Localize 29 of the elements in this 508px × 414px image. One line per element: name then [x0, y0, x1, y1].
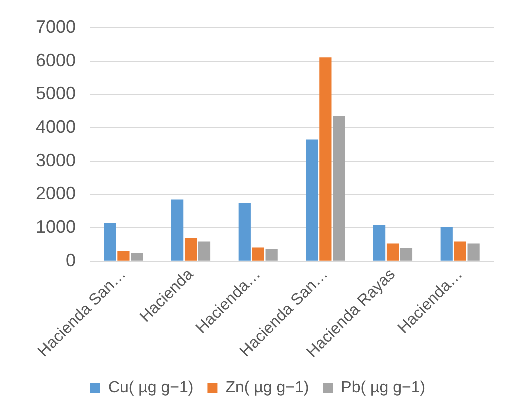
bar: [306, 140, 318, 261]
bar: [238, 203, 251, 261]
bar: [118, 251, 130, 261]
y-tick-label: 3000: [36, 150, 76, 170]
y-tick-label: 6000: [36, 50, 76, 70]
y-tick-label: 0: [66, 250, 76, 270]
bar: [184, 238, 198, 261]
legend-label: Pb( µg g−1): [341, 379, 426, 396]
y-tick-label: 2000: [36, 184, 76, 204]
legend-label: Zn( µg g−1): [226, 379, 310, 396]
bar: [266, 249, 278, 261]
bar: [198, 242, 211, 261]
legend-label: Cu( µg g−1): [108, 379, 194, 396]
y-tick-label: 1000: [36, 217, 76, 238]
bar: [333, 116, 346, 261]
y-tick-label: 4000: [36, 117, 76, 137]
bar: [104, 223, 116, 261]
bar: [131, 253, 144, 261]
bar: [468, 244, 480, 261]
bar: [320, 58, 332, 261]
bar: [400, 248, 413, 261]
bar: [454, 242, 466, 261]
y-tick-label: 7000: [36, 16, 76, 37]
bar: [440, 227, 453, 261]
bar: [373, 225, 386, 261]
y-tick-label: 5000: [36, 84, 76, 104]
bar: [172, 200, 184, 261]
bar: [252, 248, 264, 261]
bar: [386, 244, 400, 261]
